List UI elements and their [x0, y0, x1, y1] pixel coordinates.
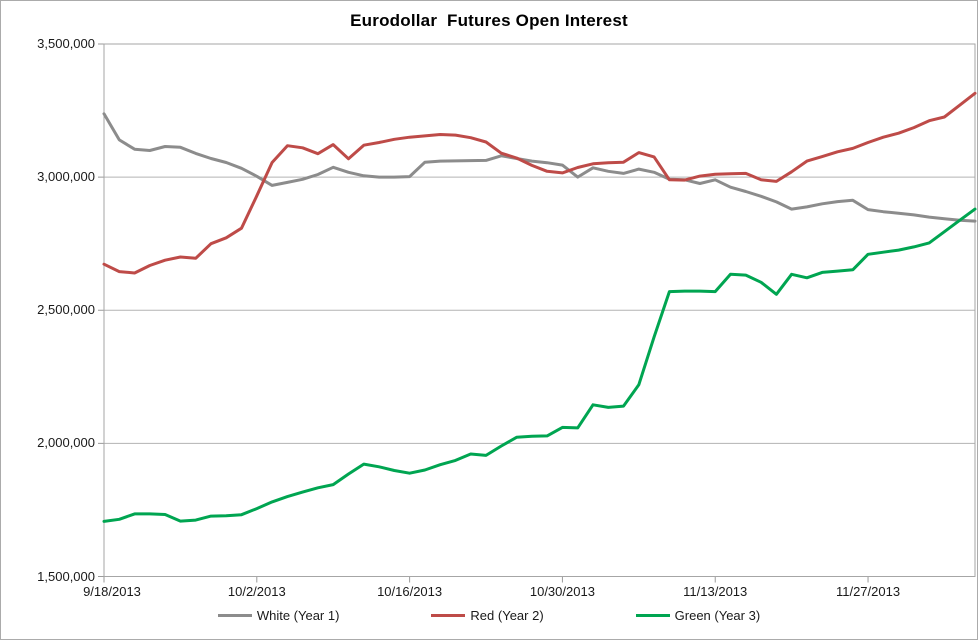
series-line-green-year-3 [102, 207, 977, 523]
y-axis-label: 2,000,000 [37, 435, 95, 451]
y-axis-label: 2,500,000 [37, 302, 95, 318]
legend-label: Green (Year 3) [674, 608, 761, 623]
legend-line-swatch [635, 614, 670, 617]
legend-item: White (Year 1) [217, 608, 340, 623]
y-axis-label: 3,000,000 [37, 169, 95, 185]
x-axis-label: 11/13/2013 [683, 583, 748, 599]
x-axis-label: 11/27/2013 [835, 583, 901, 599]
x-axis-label: 10/30/2013 [529, 583, 595, 599]
series-line-white-year-1 [102, 112, 977, 223]
x-axis-label: 9/18/2013 [83, 583, 141, 599]
legend-label: Red (Year 2) [470, 608, 544, 623]
x-axis-label: 10/16/2013 [377, 583, 443, 599]
series-line-red-year-2 [102, 91, 977, 275]
legend-label: White (Year 1) [256, 608, 340, 623]
x-axis-label: 10/2/2013 [227, 583, 286, 599]
chart-legend: White (Year 1) Red (Year 2) Green (Year 3) [1, 608, 977, 623]
y-axis-label: 1,500,000 [37, 568, 95, 584]
legend-item: Green (Year 3) [635, 608, 761, 623]
legend-line-swatch [217, 614, 252, 617]
chart-title: Eurodollar Futures Open Interest [350, 11, 628, 30]
plot-border [103, 43, 976, 577]
legend-line-swatch [431, 614, 466, 617]
legend-item: Red (Year 2) [431, 608, 544, 623]
y-axis-label: 3,500,000 [37, 36, 95, 51]
